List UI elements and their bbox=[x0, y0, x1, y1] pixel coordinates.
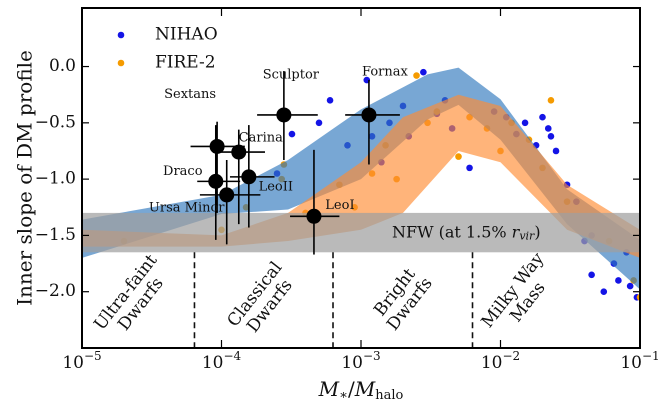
point bbox=[288, 130, 296, 138]
point bbox=[326, 97, 334, 104]
x-tick-base: 10 bbox=[202, 353, 224, 373]
x-label-part: / bbox=[348, 377, 355, 401]
plot-area bbox=[82, 67, 640, 301]
x-label-part: M bbox=[318, 377, 340, 401]
point bbox=[420, 68, 427, 76]
x-tick-exp: −1 bbox=[642, 349, 660, 363]
x-tick-exp: −5 bbox=[84, 349, 102, 363]
y-axis-label: Inner slope of DM profile bbox=[13, 50, 37, 306]
x-tick-base: 10 bbox=[62, 353, 84, 373]
point bbox=[588, 271, 595, 279]
band bbox=[82, 94, 640, 258]
point bbox=[552, 147, 560, 155]
point bbox=[544, 125, 552, 132]
y-tick-label: −2.0 bbox=[35, 281, 76, 301]
point bbox=[626, 282, 634, 290]
dwarf-point bbox=[231, 144, 247, 160]
x-tick-exp: −4 bbox=[223, 349, 241, 363]
y-tick-label: −0.5 bbox=[35, 112, 76, 132]
dwarf-point bbox=[208, 173, 224, 189]
region-label: Ultra-faintDwarfs bbox=[90, 250, 176, 345]
dwarf-label: Sculptor bbox=[263, 67, 320, 82]
dwarf-point bbox=[219, 187, 235, 203]
y-tick-label: −1.0 bbox=[35, 169, 76, 189]
point bbox=[315, 119, 323, 127]
point bbox=[600, 288, 608, 296]
dwarf-label: LeoI bbox=[325, 198, 354, 213]
nfw-label-text: NFW (at 1.5% bbox=[392, 222, 512, 241]
x-tick-exp: −2 bbox=[502, 349, 520, 363]
nfw-label-var: r bbox=[512, 222, 521, 241]
dwarf-label: Draco bbox=[163, 164, 203, 179]
region-label: Milky WayMass bbox=[477, 248, 563, 343]
point bbox=[466, 164, 473, 172]
dwarf-point bbox=[306, 208, 322, 224]
dwarf-label: Fornax bbox=[362, 64, 408, 79]
region-label: BrightDwarfs bbox=[368, 262, 437, 334]
dwarf-point bbox=[276, 107, 292, 123]
point bbox=[547, 133, 555, 140]
x-axis-label: M∗/Mhalo bbox=[318, 377, 404, 403]
x-tick-base: 10 bbox=[481, 353, 503, 373]
nfw-label: NFW (at 1.5% rvir) bbox=[392, 222, 541, 243]
dwarf-point bbox=[209, 138, 225, 154]
nfw-band bbox=[82, 212, 640, 253]
x-label-part: M bbox=[354, 377, 376, 401]
x-tick-exp: −3 bbox=[363, 349, 381, 363]
region-label: ClassicalDwarfs bbox=[223, 258, 301, 342]
point bbox=[521, 119, 529, 127]
x-tick-label: 10−1 bbox=[620, 349, 659, 373]
point bbox=[413, 72, 420, 79]
x-tick-base: 10 bbox=[341, 353, 363, 373]
dwarf-label: Sextans bbox=[164, 87, 216, 102]
x-tick-label: 10−3 bbox=[341, 349, 380, 373]
y-tick-label: −1.5 bbox=[35, 225, 76, 245]
legend-marker bbox=[117, 31, 125, 39]
x-label-part: ∗ bbox=[339, 388, 348, 403]
nfw-label-end: ) bbox=[534, 222, 540, 241]
dwarf-point bbox=[361, 107, 377, 123]
x-tick-label: 10−5 bbox=[62, 349, 101, 373]
point bbox=[547, 97, 555, 104]
legend-label: NIHAO bbox=[155, 25, 218, 45]
x-tick-base: 10 bbox=[620, 353, 642, 373]
y-tick-label: 0.0 bbox=[49, 56, 76, 76]
point bbox=[539, 113, 546, 121]
legend-label: FIRE-2 bbox=[155, 53, 216, 73]
dwarf-label: Carina bbox=[239, 131, 283, 146]
point bbox=[455, 153, 462, 160]
legend-marker bbox=[117, 59, 125, 67]
x-tick-label: 10−4 bbox=[202, 349, 242, 373]
nfw-label-sub: vir bbox=[519, 230, 535, 243]
x-label-part: halo bbox=[375, 388, 403, 403]
x-tick-label: 10−2 bbox=[481, 349, 520, 373]
dwarf-label: LeoII bbox=[259, 179, 293, 194]
dwarf-label: Ursa Minor bbox=[149, 200, 225, 215]
dwarf-point bbox=[241, 169, 257, 185]
point bbox=[615, 277, 622, 284]
